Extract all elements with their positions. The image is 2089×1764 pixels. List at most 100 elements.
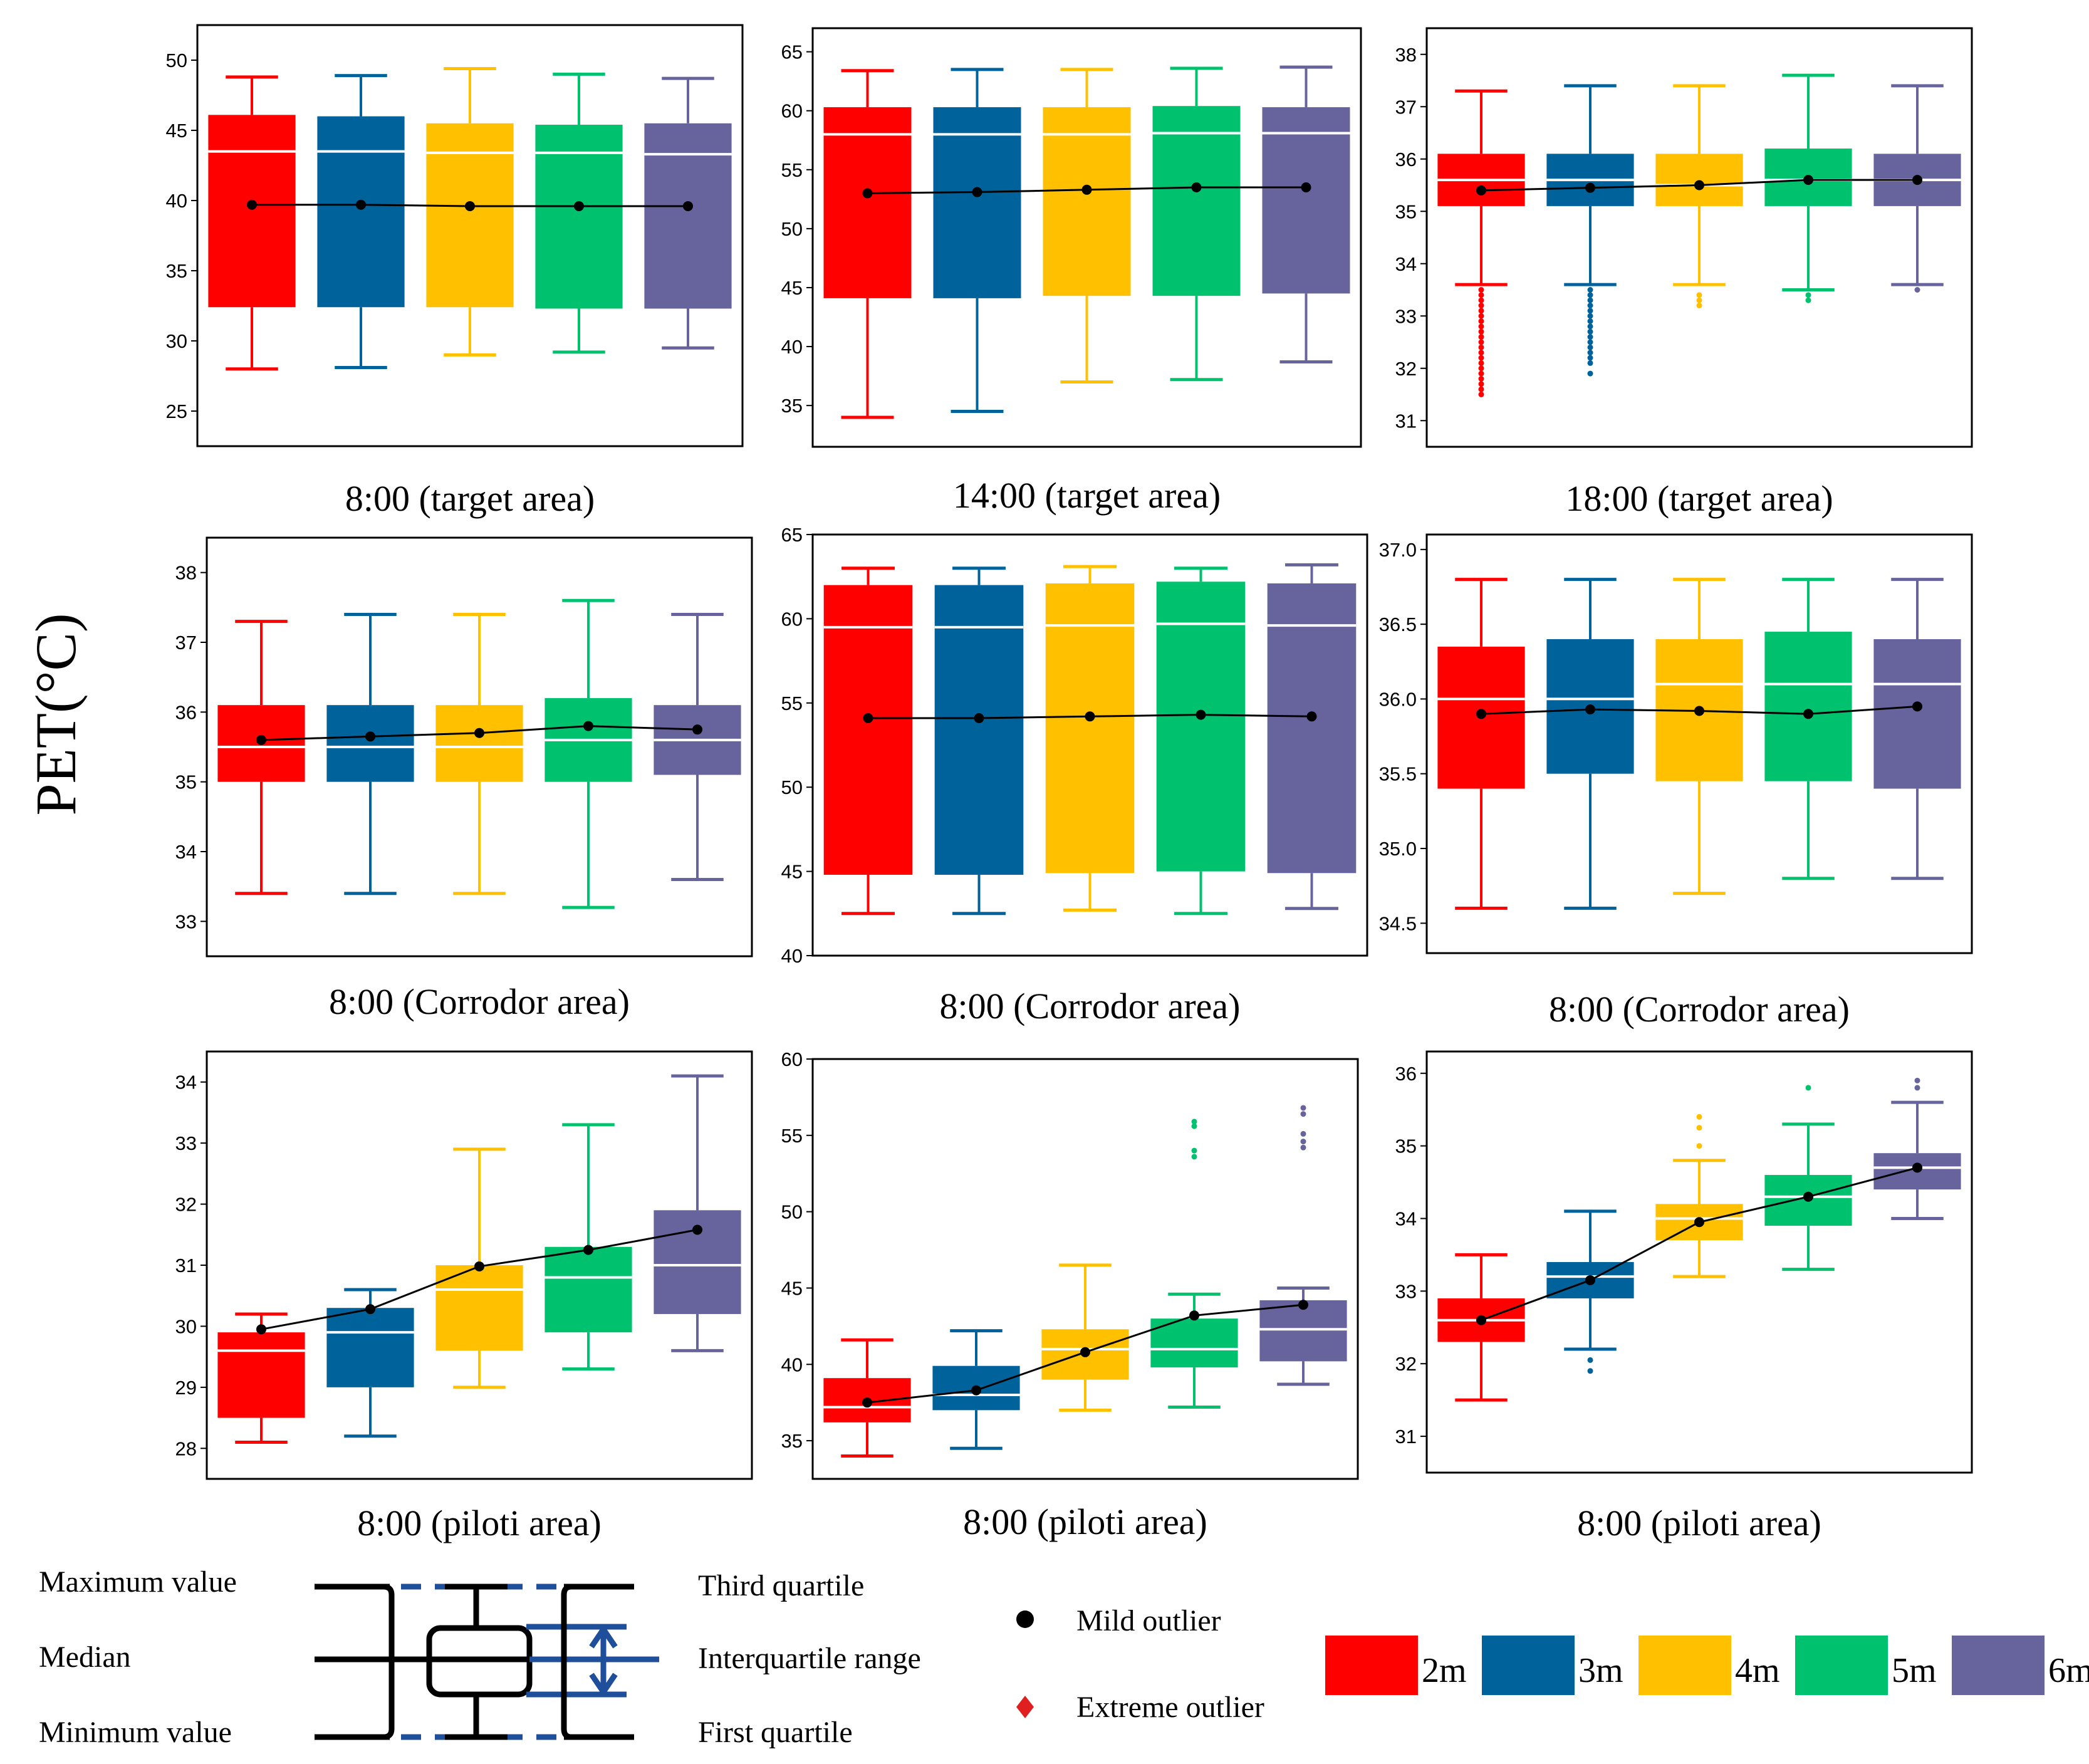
chart-panel: 35 40 45 50 55 60 65 14:00 (target area): [781, 27, 1362, 516]
outlier-point: [1587, 292, 1593, 298]
mean-point: [1196, 709, 1206, 720]
legend-swatch: [1638, 1636, 1731, 1695]
iqr-box: [426, 123, 514, 308]
outlier-point: [1478, 313, 1484, 319]
mean-point: [1912, 175, 1922, 185]
mean-point: [1476, 709, 1486, 719]
box-diagram-legend: Maximum value Median Minimum value: [39, 1565, 921, 1749]
y-tick-label: 50: [781, 218, 803, 240]
legend-swatch: [1952, 1636, 2045, 1695]
outlier-point: [1587, 355, 1593, 361]
legend-swatch: [1482, 1636, 1575, 1695]
legend-q3-label: Third quartile: [698, 1569, 864, 1602]
iqr-box: [326, 705, 414, 782]
box-6m: [1873, 1077, 1961, 1220]
outlier-point: [1478, 375, 1484, 382]
mean-point: [474, 728, 484, 738]
panel-title: 18:00 (target area): [1565, 478, 1833, 519]
y-tick-label: 25: [166, 400, 187, 422]
iqr-box: [1156, 582, 1246, 872]
legend-iqr-label: Interquartile range: [698, 1642, 921, 1675]
y-tick-label: 55: [781, 692, 803, 714]
outlier-point: [1587, 297, 1593, 303]
y-tick-label: 65: [781, 41, 803, 63]
iqr-box: [1259, 1300, 1347, 1362]
mean-point: [574, 201, 584, 211]
outlier-point: [1587, 360, 1593, 366]
legend-label: 2m: [1422, 1651, 1467, 1690]
iqr-box: [435, 705, 523, 782]
y-tick-label: 32: [175, 1194, 197, 1216]
box-6m: [654, 1074, 741, 1352]
mean-point: [972, 187, 982, 197]
legend-maximum-label: Maximum value: [39, 1565, 237, 1599]
iqr-box: [535, 125, 623, 309]
box-5m: [1150, 1119, 1238, 1409]
y-tick-label: 50: [781, 776, 803, 798]
y-tick-label: 40: [166, 190, 187, 212]
outlier-point: [1478, 365, 1484, 372]
y-tick-label: 31: [175, 1255, 197, 1276]
legend-median-label: Median: [39, 1641, 131, 1674]
y-tick-label: 32: [1395, 1353, 1417, 1375]
outlier-point: [1478, 292, 1484, 298]
iqr-box: [934, 585, 1024, 875]
mean-point: [683, 201, 693, 211]
chart-panel: 35 40 45 50 55 60 8:00 (piloti area): [781, 1048, 1359, 1542]
legend-label: 4m: [1735, 1651, 1780, 1690]
panel-frame: [811, 1058, 1359, 1480]
panel-frame: [1425, 533, 1973, 954]
mean-point: [971, 1385, 981, 1396]
y-tick-label: 60: [781, 100, 803, 122]
mean-point: [692, 1224, 702, 1235]
mild-outlier-marker: [1016, 1610, 1034, 1628]
box-2m: [208, 75, 296, 371]
outlier-point: [1478, 386, 1484, 392]
box-2m: [1437, 1253, 1525, 1402]
outlier-point: [1805, 1085, 1811, 1091]
panel-frame: [811, 27, 1362, 448]
y-tick-label: 45: [781, 861, 803, 883]
mean-point: [1585, 182, 1595, 193]
mean-point: [1301, 182, 1311, 193]
outlier-point: [1587, 287, 1593, 293]
y-tick-label: 50: [166, 50, 187, 71]
outlier-point: [1587, 1357, 1593, 1363]
y-tick-label: 40: [781, 336, 803, 358]
y-tick-label: 37: [1395, 96, 1417, 118]
outlier-point: [1587, 308, 1593, 314]
legend-item-3m: 3m: [1482, 1636, 1623, 1695]
mean-point: [465, 201, 475, 211]
y-tick-label: 35: [175, 771, 197, 793]
outlier-point: [1478, 339, 1484, 345]
box-4m: [1655, 84, 1743, 309]
outlier-point: [1300, 1130, 1306, 1137]
box-4m: [435, 1147, 523, 1389]
y-tick-label: 35: [166, 260, 187, 282]
y-tick-label: 35: [1395, 1135, 1417, 1157]
outlier-point: [1587, 1368, 1593, 1374]
mean-point: [862, 188, 873, 199]
box-2m: [1437, 578, 1525, 910]
legend: Maximum value Median Minimum value: [39, 1565, 2089, 1749]
outlier-point: [1300, 1144, 1306, 1151]
mean-point: [474, 1261, 484, 1271]
outlier-point: [1478, 287, 1484, 293]
outlier-point: [1805, 292, 1811, 298]
panel-title: 8:00 (target area): [345, 478, 595, 519]
box-3m: [317, 74, 405, 370]
y-tick-label: 50: [781, 1201, 803, 1223]
iqr-box: [208, 115, 296, 308]
panel-title: 8:00 (piloti area): [1577, 1503, 1821, 1543]
y-tick-label: 34: [175, 1072, 197, 1093]
outlier-point: [1587, 334, 1593, 340]
y-tick-label: 29: [175, 1377, 197, 1399]
outlier-point: [1191, 1123, 1197, 1129]
box-2m: [217, 1312, 305, 1444]
box-4m: [1655, 578, 1743, 895]
box-5m: [544, 1123, 632, 1371]
mean-point: [1191, 182, 1202, 193]
panel-frame: [1425, 1050, 1973, 1474]
chart-panel: 40 45 50 55 60 65 8:00 (Corrodor area): [781, 524, 1368, 1026]
mean-point: [365, 731, 375, 742]
